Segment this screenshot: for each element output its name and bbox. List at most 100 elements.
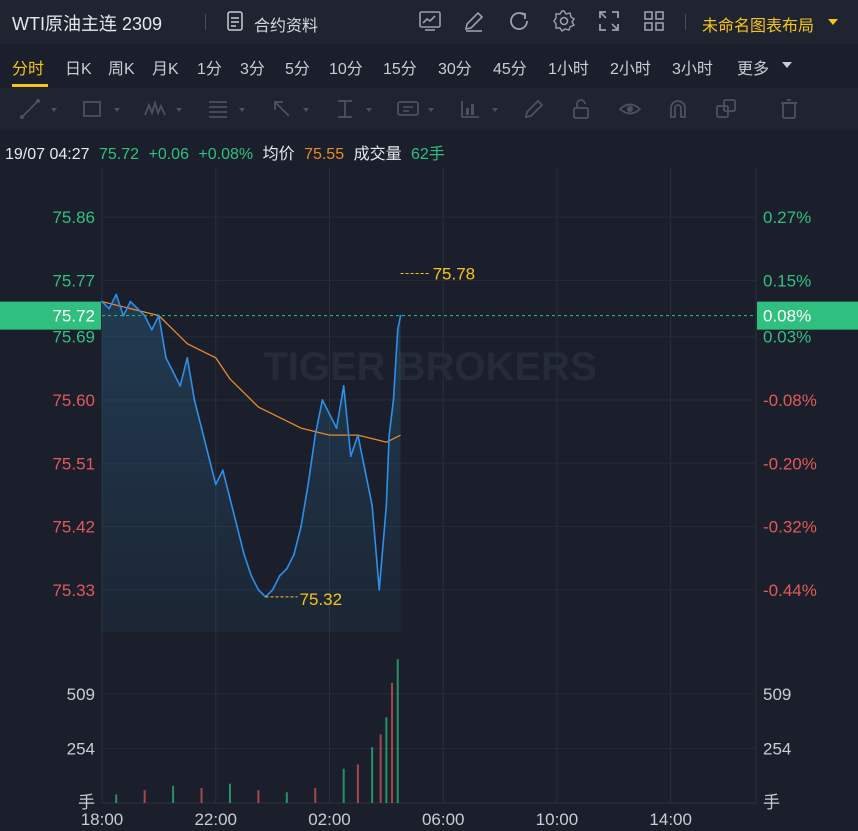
price-point (250, 574, 253, 577)
price-tick-label: 75.60 (52, 391, 95, 410)
pct-tick-label: -0.44% (763, 581, 817, 600)
tab-weekly[interactable]: 周K (108, 61, 135, 78)
chevron-down-icon[interactable] (239, 108, 245, 112)
tab-30min[interactable]: 30分 (438, 61, 472, 78)
tab-45min[interactable]: 45分 (493, 61, 527, 78)
tab-1hour[interactable]: 1小时 (548, 61, 589, 78)
chevron-down-icon[interactable] (428, 108, 434, 112)
time-tick-label: 18:00 (81, 810, 124, 829)
avg-series-line (101, 300, 401, 443)
price-point (136, 307, 139, 310)
volume-bars (115, 659, 399, 803)
tab-2hour[interactable]: 2小时 (610, 61, 651, 78)
rectangle-icon[interactable] (80, 97, 104, 121)
active-tab-indicator (12, 84, 48, 87)
tab-intraday[interactable]: 分时 (12, 61, 45, 78)
volume-bar (285, 792, 288, 803)
quote-datetime: 19/07 04:27 (5, 146, 90, 163)
axis-labels: 18:00 22:00 02:00 06:00 10:00 14:00 75.86 0.27%… (0, 208, 858, 829)
chevron-down-icon[interactable] (303, 108, 309, 112)
volume-bar (143, 790, 146, 803)
layout-name[interactable]: 未命名图表布局 (702, 18, 815, 35)
volume-label: 成交量 (353, 146, 402, 163)
trash-icon[interactable] (777, 97, 801, 121)
contract-title[interactable]: WTI原油主连 2309 (12, 14, 163, 34)
volume-tick-label: 254 (67, 740, 95, 759)
tab-5min[interactable]: 5分 (285, 61, 310, 78)
chevron-down-icon[interactable] (176, 108, 182, 112)
current-price-tag (0, 301, 101, 330)
arrow-icon[interactable] (270, 97, 294, 121)
document-icon[interactable] (227, 11, 243, 31)
chevron-down-icon[interactable] (782, 62, 792, 68)
tab-10min[interactable]: 10分 (329, 61, 363, 78)
contract-info-link[interactable]: 合约资料 (254, 18, 319, 35)
lock-icon[interactable] (569, 97, 593, 121)
text-note-icon[interactable] (396, 97, 420, 121)
chevron-down-icon[interactable] (114, 108, 120, 112)
price-range-icon[interactable] (333, 97, 357, 121)
divider (685, 14, 686, 30)
pattern-icon[interactable] (143, 97, 167, 121)
edit-icon[interactable] (462, 9, 486, 33)
price-point (328, 413, 331, 415)
current-price-tag-label: 75.72 (52, 307, 95, 326)
price-tick-label: 75.42 (52, 518, 95, 537)
tab-monthly[interactable]: 月K (152, 61, 179, 78)
price-point (271, 588, 274, 591)
fullscreen-icon[interactable] (597, 9, 621, 33)
settings-icon[interactable] (552, 9, 576, 33)
magnet-icon[interactable] (666, 97, 690, 121)
quote-change-pct: +0.08% (198, 146, 254, 163)
volume-bar (172, 785, 175, 803)
pencil-icon[interactable] (522, 97, 546, 121)
price-point (165, 356, 167, 359)
volume-bar (200, 787, 203, 803)
tab-1min[interactable]: 1分 (197, 61, 222, 78)
layers-icon[interactable] (714, 97, 738, 121)
low-label: 75.32 (300, 590, 343, 609)
volume-bar (379, 734, 382, 803)
time-tick-label: 06:00 (422, 810, 465, 829)
price-point (399, 314, 402, 317)
refresh-icon[interactable] (507, 9, 531, 33)
price-point (307, 483, 310, 486)
pct-tick-label: -0.32% (763, 518, 817, 537)
eye-icon[interactable] (618, 97, 642, 121)
tab-3min[interactable]: 3分 (240, 61, 265, 78)
price-point (385, 504, 388, 507)
tab-3hour[interactable]: 3小时 (672, 61, 713, 78)
volume-bar (396, 659, 399, 803)
chevron-down-icon[interactable] (492, 108, 498, 112)
top-bar: WTI原油主连 2309 合约资料 未命名图表布局 (0, 0, 858, 44)
volume-bar (115, 794, 118, 803)
tab-daily[interactable]: 日K (65, 61, 92, 78)
price-point (179, 385, 182, 387)
volume-bar (228, 783, 231, 803)
chevron-down-icon[interactable] (51, 108, 57, 112)
time-tick-label: 02:00 (308, 810, 351, 829)
price-point (101, 300, 103, 303)
time-tick-label: 10:00 (536, 810, 579, 829)
price-point (172, 370, 174, 373)
chevron-down-icon[interactable] (366, 108, 372, 112)
volume-bar (385, 717, 388, 803)
price-point (335, 427, 338, 430)
volume-unit-label-right: 手 (763, 793, 780, 812)
divider (205, 14, 206, 30)
tab-more[interactable]: 更多 (737, 61, 770, 78)
grid-layout-icon[interactable] (642, 9, 666, 33)
trend-line-icon[interactable] (18, 97, 42, 121)
fibonacci-icon[interactable] (206, 97, 230, 121)
volume-bar (342, 768, 345, 803)
chart-icon[interactable] (418, 9, 442, 33)
tab-15min[interactable]: 15分 (383, 61, 417, 78)
measure-icon[interactable] (458, 97, 482, 121)
chevron-down-icon[interactable] (828, 19, 838, 25)
current-pct-tag (757, 301, 858, 330)
avg-price-value: 75.55 (304, 146, 345, 163)
volume-value: 62手 (411, 146, 445, 163)
price-point (236, 525, 238, 528)
price-point (278, 574, 281, 577)
